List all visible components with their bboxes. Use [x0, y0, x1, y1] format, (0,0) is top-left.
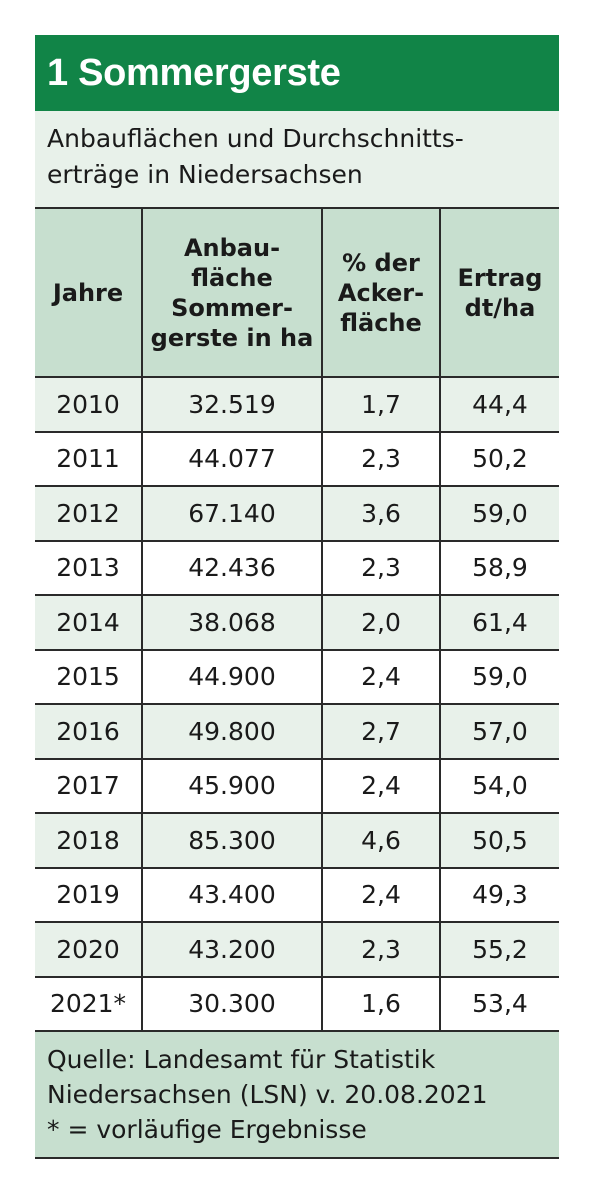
- table-row: 2020 43.200 2,3 55,2: [35, 922, 559, 978]
- table-row: 2015 44.900 2,4 59,0: [35, 649, 559, 705]
- cell-yield: 50,5: [439, 813, 559, 869]
- table-row: 2012 67.140 3,6 59,0: [35, 486, 559, 542]
- cell-yield: 57,0: [439, 704, 559, 760]
- header-row: Jahre Anbau- fläche Sommer- gerste in ha…: [35, 207, 559, 378]
- source-line-2: Niedersachsen (LSN) v. 20.08.2021: [47, 1080, 488, 1109]
- cell-percent: 3,6: [321, 486, 440, 542]
- cell-percent: 1,6: [321, 976, 440, 1032]
- header-percent-line: Acker-: [337, 278, 425, 307]
- cell-year: 2010: [35, 377, 142, 433]
- table-row: 2011 44.077 2,3 50,2: [35, 431, 559, 487]
- cell-area: 32.519: [141, 377, 322, 433]
- cell-area: 67.140: [141, 486, 322, 542]
- cell-area: 30.300: [141, 976, 322, 1032]
- cell-yield: 44,4: [439, 377, 559, 433]
- header-percent-line: % der: [342, 248, 420, 277]
- cell-year: 2021*: [35, 976, 142, 1032]
- cell-area: 49.800: [141, 704, 322, 760]
- header-percent-line: fläche: [340, 308, 422, 337]
- table-row: 2019 43.400 2,4 49,3: [35, 867, 559, 923]
- header-percent: % der Acker- fläche: [321, 207, 440, 378]
- header-area-line: gerste in ha: [150, 323, 314, 352]
- header-area: Anbau- fläche Sommer- gerste in ha: [141, 207, 322, 378]
- table-row: 2013 42.436 2,3 58,9: [35, 540, 559, 596]
- cell-yield: 58,9: [439, 540, 559, 596]
- header-yield-line: dt/ha: [464, 293, 536, 322]
- cell-percent: 2,3: [321, 431, 440, 487]
- cell-area: 44.900: [141, 649, 322, 705]
- cell-percent: 2,0: [321, 595, 440, 651]
- source-line-1: Quelle: Landesamt für Statistik: [47, 1045, 436, 1074]
- cell-percent: 4,6: [321, 813, 440, 869]
- cell-yield: 59,0: [439, 649, 559, 705]
- cell-area: 45.900: [141, 758, 322, 814]
- header-area-line: Sommer-: [171, 293, 293, 322]
- cell-yield: 49,3: [439, 867, 559, 923]
- cell-percent: 2,7: [321, 704, 440, 760]
- header-years-line: Jahre: [52, 278, 124, 307]
- cell-year: 2019: [35, 867, 142, 923]
- title-bar: 1 Sommergerste: [35, 35, 559, 111]
- cell-percent: 2,3: [321, 540, 440, 596]
- cell-area: 43.200: [141, 922, 322, 978]
- table-subtitle: Anbauflächen und Durchschnitts- erträge …: [35, 111, 559, 207]
- cell-yield: 50,2: [439, 431, 559, 487]
- cell-yield: 59,0: [439, 486, 559, 542]
- cell-percent: 2,4: [321, 649, 440, 705]
- source-note: Quelle: Landesamt für Statistik Niedersa…: [35, 1032, 559, 1159]
- yield-table: Jahre Anbau- fläche Sommer- gerste in ha…: [35, 207, 559, 1032]
- data-table-card: 1 Sommergerste Anbauflächen und Durchsch…: [35, 35, 559, 1159]
- cell-year: 2014: [35, 595, 142, 651]
- cell-percent: 2,3: [321, 922, 440, 978]
- table-row: 2021* 30.300 1,6 53,4: [35, 976, 559, 1032]
- table-row: 2010 32.519 1,7 44,4: [35, 377, 559, 433]
- table-row: 2018 85.300 4,6 50,5: [35, 813, 559, 869]
- cell-year: 2016: [35, 704, 142, 760]
- cell-area: 38.068: [141, 595, 322, 651]
- cell-yield: 55,2: [439, 922, 559, 978]
- cell-year: 2020: [35, 922, 142, 978]
- header-years: Jahre: [35, 207, 142, 378]
- table-row: 2014 38.068 2,0 61,4: [35, 595, 559, 651]
- cell-area: 44.077: [141, 431, 322, 487]
- header-area-line: fläche: [191, 263, 273, 292]
- cell-area: 43.400: [141, 867, 322, 923]
- cell-area: 42.436: [141, 540, 322, 596]
- cell-percent: 1,7: [321, 377, 440, 433]
- table-row: 2016 49.800 2,7 57,0: [35, 704, 559, 760]
- source-footnote: * = vorläufige Ergebnisse: [47, 1115, 367, 1144]
- cell-year: 2012: [35, 486, 142, 542]
- cell-yield: 61,4: [439, 595, 559, 651]
- cell-yield: 53,4: [439, 976, 559, 1032]
- header-area-line: Anbau-: [183, 233, 281, 262]
- subtitle-line-1: Anbauflächen und Durchschnitts-: [47, 124, 464, 153]
- cell-year: 2013: [35, 540, 142, 596]
- cell-area: 85.300: [141, 813, 322, 869]
- header-yield: Ertrag dt/ha: [439, 207, 559, 378]
- cell-year: 2017: [35, 758, 142, 814]
- table-title: 1 Sommergerste: [47, 51, 341, 94]
- cell-year: 2011: [35, 431, 142, 487]
- cell-year: 2018: [35, 813, 142, 869]
- cell-percent: 2,4: [321, 758, 440, 814]
- cell-year: 2015: [35, 649, 142, 705]
- subtitle-line-2: erträge in Niedersachsen: [47, 160, 363, 189]
- header-yield-line: Ertrag: [457, 263, 543, 292]
- table-row: 2017 45.900 2,4 54,0: [35, 758, 559, 814]
- cell-percent: 2,4: [321, 867, 440, 923]
- cell-yield: 54,0: [439, 758, 559, 814]
